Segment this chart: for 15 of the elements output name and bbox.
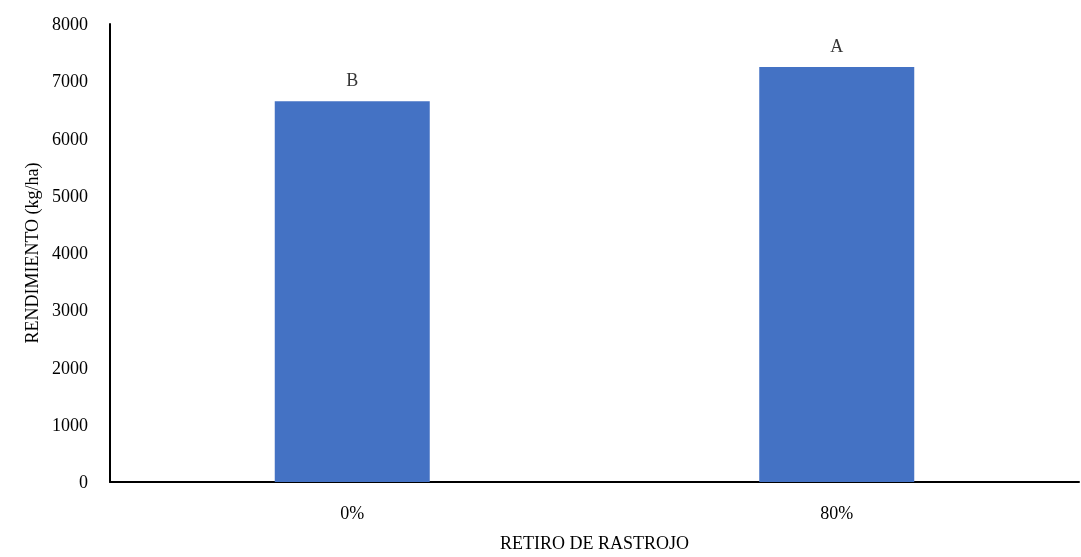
y-tick-label: 7000 [52, 71, 88, 92]
y-tick-label: 3000 [52, 300, 88, 321]
annotation: B [346, 70, 359, 91]
x-axis-title: RETIRO DE RASTROJO [499, 533, 690, 553]
y-tick-label: 0 [79, 472, 88, 492]
y-tick-label: 5000 [52, 185, 88, 206]
y-axis-title: RENDIMIENTO (kg/ha) [22, 162, 44, 344]
y-tick-label: 1000 [52, 414, 88, 435]
y-tick-label: 4000 [52, 243, 88, 263]
annotation: A [830, 35, 844, 56]
x-tick-label: 80% [820, 503, 854, 523]
y-tick-label: 8000 [52, 14, 88, 34]
x-tick-label: 0% [340, 503, 365, 523]
y-tick-label: 6000 [52, 128, 88, 149]
y-tick-label: 2000 [52, 357, 88, 378]
